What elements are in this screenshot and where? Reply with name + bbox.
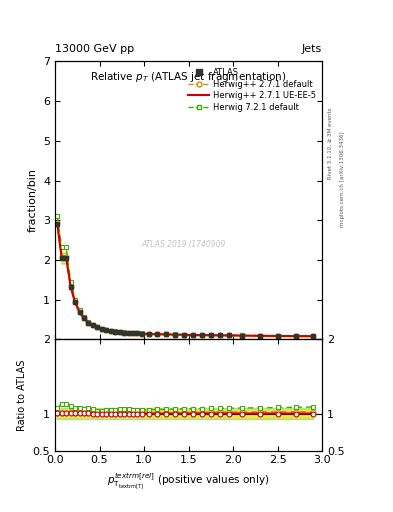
Text: Relative $p_{T}$ (ATLAS jet fragmentation): Relative $p_{T}$ (ATLAS jet fragmentatio…	[90, 70, 287, 84]
Y-axis label: fraction/bin: fraction/bin	[28, 168, 37, 232]
X-axis label: $p_{\rm T_{textrm[T]}}^{textrm[rel]}$ (positive values only): $p_{\rm T_{textrm[T]}}^{textrm[rel]}$ (p…	[107, 471, 270, 490]
Text: Rivet 3.1.10, ≥ 3M events: Rivet 3.1.10, ≥ 3M events	[328, 108, 333, 179]
Text: 13000 GeV pp: 13000 GeV pp	[55, 44, 134, 54]
Text: mcplots.cern.ch [arXiv:1306.3436]: mcplots.cern.ch [arXiv:1306.3436]	[340, 132, 345, 227]
Text: Jets: Jets	[302, 44, 322, 54]
Y-axis label: Ratio to ATLAS: Ratio to ATLAS	[17, 359, 27, 431]
Text: ATLAS 2019 I1740909: ATLAS 2019 I1740909	[141, 240, 226, 249]
Legend: ATLAS, Herwig++ 2.7.1 default, Herwig++ 2.7.1 UE-EE-5, Herwig 7.2.1 default: ATLAS, Herwig++ 2.7.1 default, Herwig++ …	[186, 66, 318, 114]
